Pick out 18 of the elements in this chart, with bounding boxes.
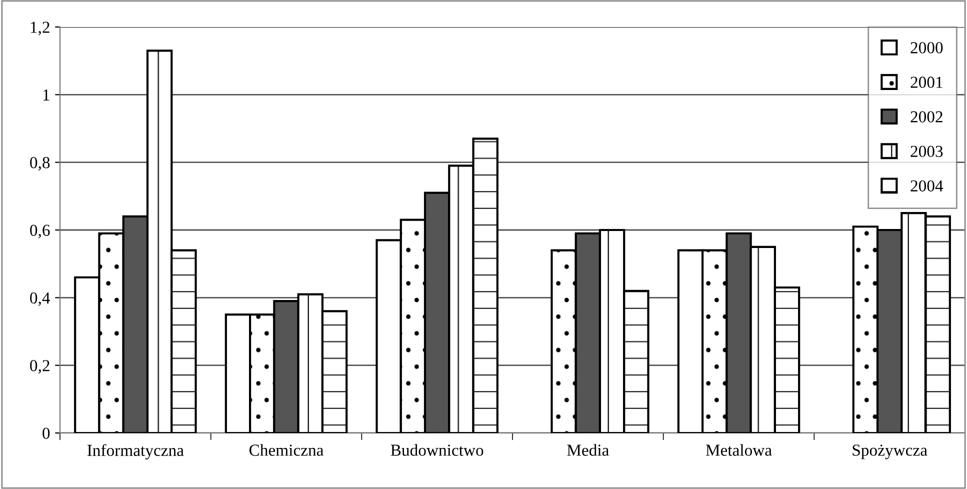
- y-tick-label: 1,2: [30, 22, 50, 36]
- x-tick-label: Spożywcza: [852, 444, 928, 460]
- legend-label: 2001: [910, 76, 942, 88]
- x-tick-label: Media: [567, 444, 609, 456]
- y-tick-label: 0,6: [30, 224, 50, 238]
- x-tick-label: Chemiczna: [249, 444, 324, 456]
- x-tick-label: Metalowa: [706, 444, 772, 456]
- legend-label: 2000: [910, 42, 943, 54]
- y-tick-label: 0,8: [30, 157, 50, 171]
- x-tick-label: Budownictwo: [390, 444, 484, 456]
- y-tick-label: 1: [43, 89, 50, 100]
- legend-label: 2002: [910, 111, 942, 122]
- legend-label: 2004: [910, 180, 944, 192]
- y-tick-label: 0: [42, 428, 50, 439]
- y-tick-label: 0,2: [30, 360, 50, 374]
- x-tick-label: Informatyczna: [87, 444, 184, 460]
- y-tick-label: 0,4: [30, 292, 50, 306]
- legend-label: 2003: [910, 146, 943, 158]
